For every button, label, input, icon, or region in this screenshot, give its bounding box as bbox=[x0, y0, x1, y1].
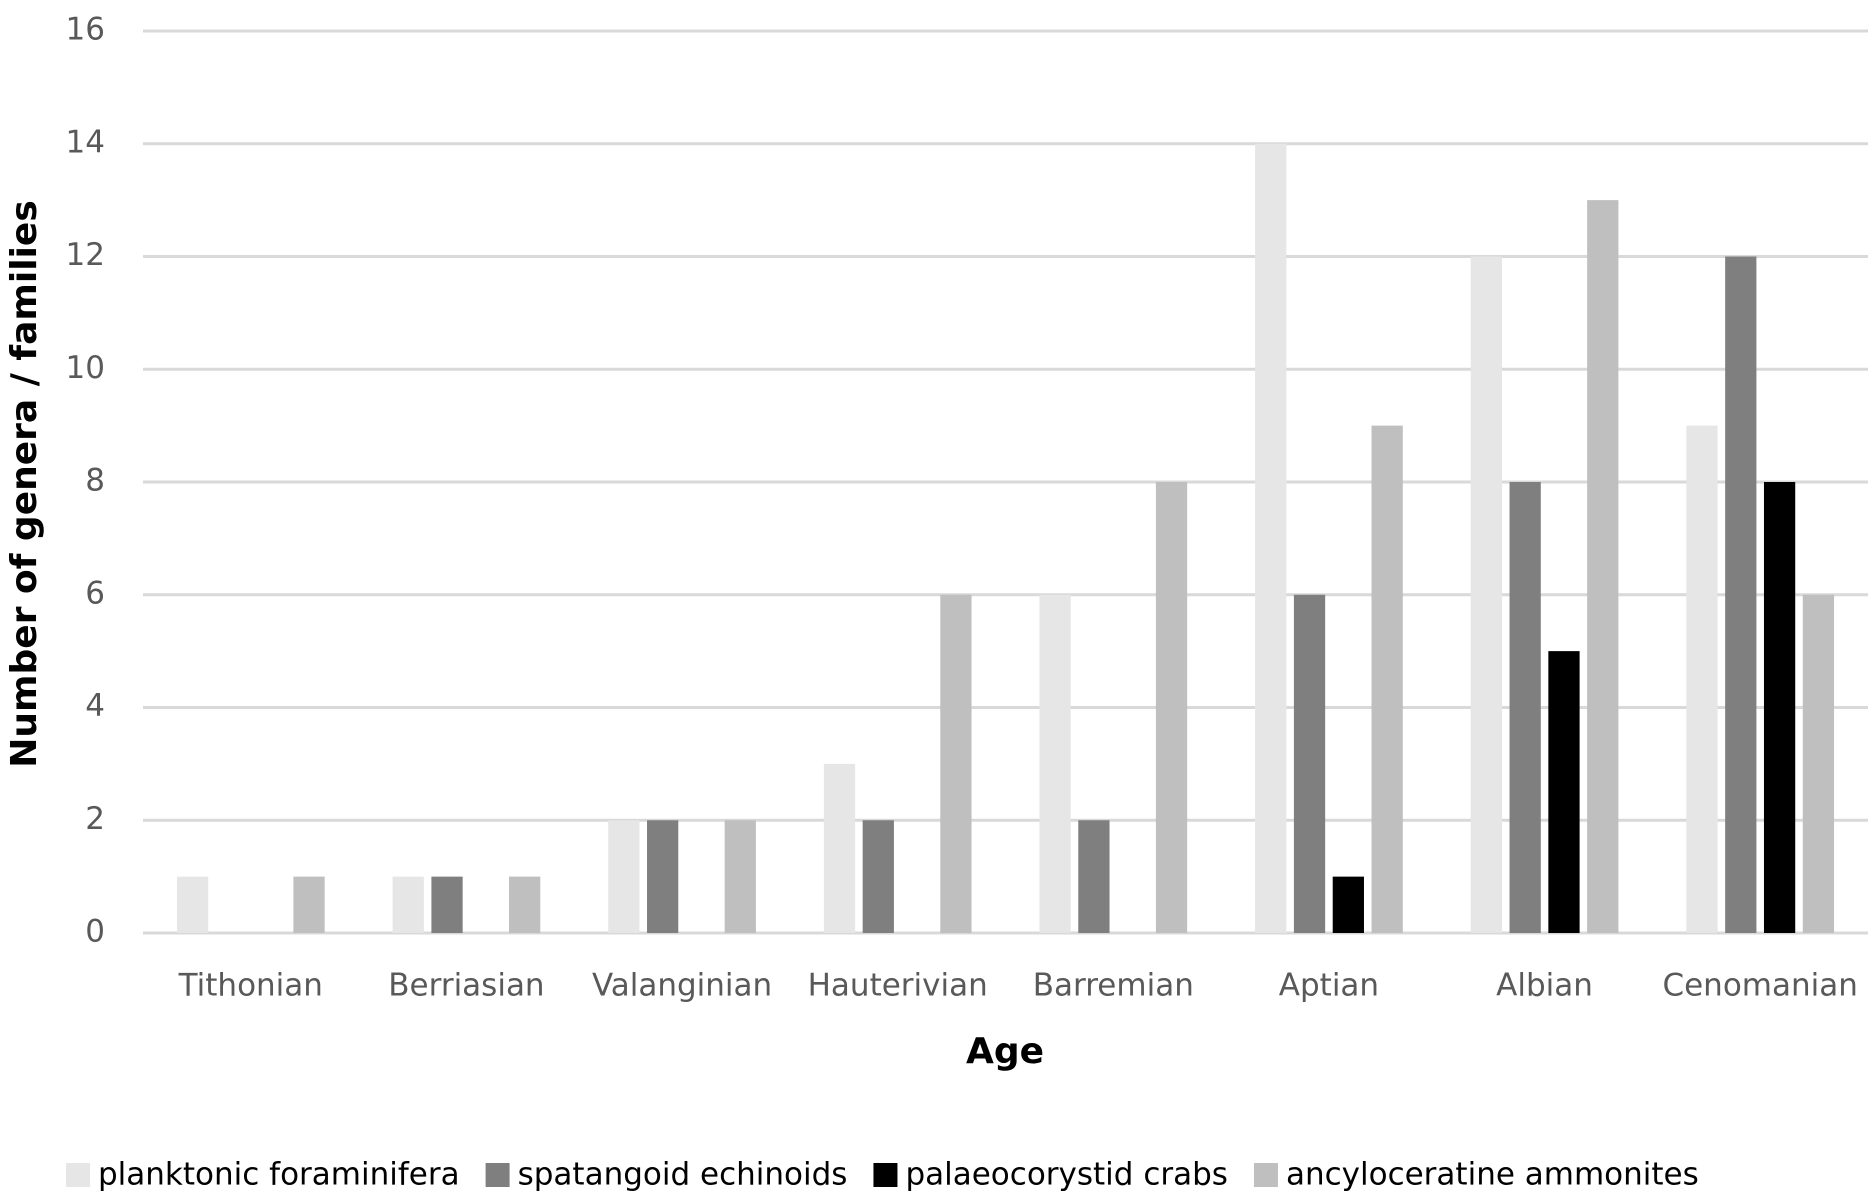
y-axis-title: Number of genera / families bbox=[4, 200, 45, 768]
bar bbox=[1255, 143, 1287, 933]
bar bbox=[862, 820, 894, 933]
bar bbox=[1332, 876, 1364, 933]
bar bbox=[1470, 256, 1502, 933]
bar bbox=[509, 876, 541, 933]
y-tick-label: 6 bbox=[85, 575, 105, 611]
x-tick-label: Hauterivian bbox=[808, 968, 988, 1004]
y-tick-label: 2 bbox=[85, 801, 105, 837]
bar bbox=[1371, 425, 1403, 933]
legend-label: spatangoid echinoids bbox=[518, 1157, 848, 1193]
x-tick-label: Tithonian bbox=[178, 968, 323, 1004]
x-axis-title: Age bbox=[966, 1031, 1044, 1072]
bar bbox=[431, 876, 463, 933]
bar bbox=[1587, 200, 1619, 933]
bar bbox=[1155, 482, 1188, 933]
x-tick-label: Barremian bbox=[1033, 968, 1194, 1004]
bar bbox=[823, 763, 856, 933]
bar bbox=[176, 876, 209, 933]
bar bbox=[1763, 482, 1796, 933]
bar bbox=[293, 876, 325, 933]
y-tick-label: 10 bbox=[66, 350, 105, 386]
bar bbox=[1039, 594, 1071, 933]
bar bbox=[608, 820, 640, 933]
bar bbox=[1802, 594, 1835, 933]
bar bbox=[940, 594, 972, 933]
y-tick-label: 4 bbox=[85, 688, 105, 724]
legend-swatch bbox=[873, 1163, 898, 1187]
bar bbox=[1078, 820, 1110, 933]
legend-label: ancyloceratine ammonites bbox=[1286, 1157, 1699, 1193]
x-tick-label: Valanginian bbox=[592, 968, 772, 1004]
y-tick-label: 8 bbox=[85, 463, 105, 499]
legend-label: planktonic foraminifera bbox=[98, 1157, 460, 1193]
y-tick-label: 0 bbox=[85, 914, 105, 950]
bar bbox=[647, 820, 679, 933]
legend-swatch bbox=[485, 1163, 510, 1187]
bar bbox=[392, 876, 424, 933]
bar bbox=[1548, 651, 1580, 933]
bar bbox=[1293, 594, 1326, 933]
legend-swatch bbox=[66, 1163, 90, 1187]
bar bbox=[1725, 256, 1757, 933]
legend-swatch bbox=[1253, 1163, 1278, 1187]
y-tick-label: 12 bbox=[66, 237, 105, 273]
y-tick-label: 14 bbox=[66, 124, 105, 160]
x-tick-label: Aptian bbox=[1279, 968, 1379, 1004]
x-tick-label: Berriasian bbox=[388, 968, 544, 1004]
y-tick-label: 16 bbox=[66, 12, 105, 48]
bar bbox=[1509, 482, 1541, 933]
legend-label: palaeocorystid crabs bbox=[905, 1157, 1228, 1193]
bar bbox=[1686, 425, 1718, 933]
bar bbox=[724, 820, 756, 933]
x-tick-label: Albian bbox=[1496, 968, 1593, 1004]
x-tick-label: Cenomanian bbox=[1662, 968, 1857, 1004]
